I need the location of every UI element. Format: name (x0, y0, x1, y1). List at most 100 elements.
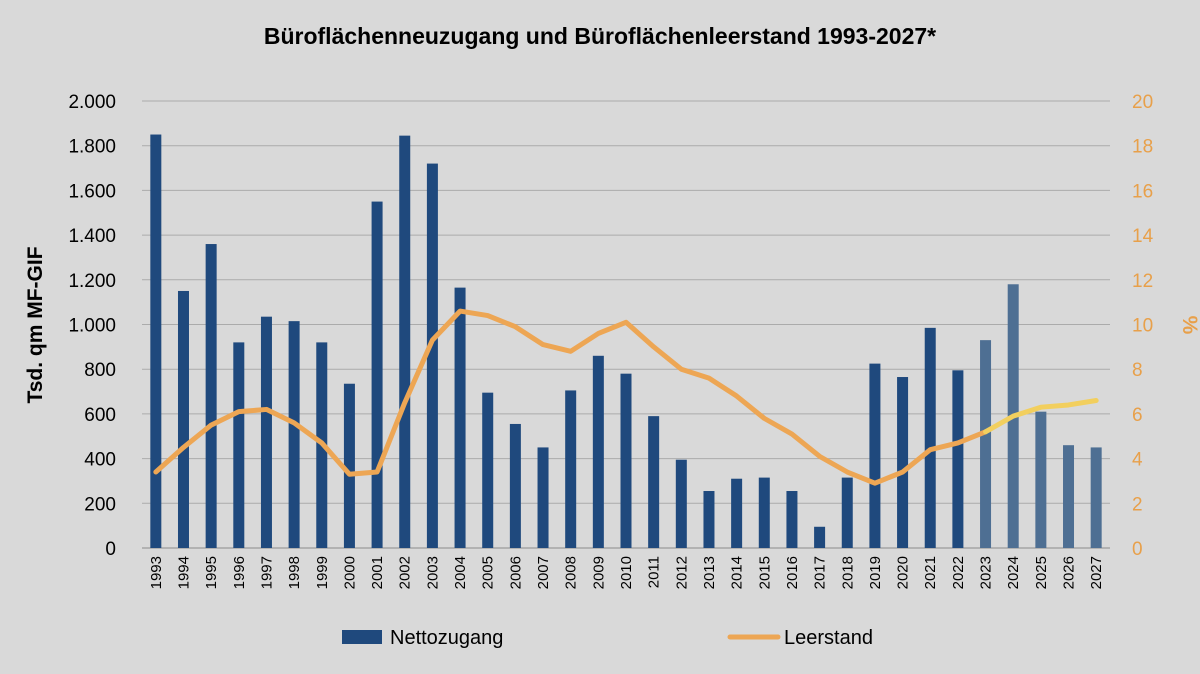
bar (454, 287, 466, 548)
line-series-leerstand (153, 308, 1099, 486)
y2-tick-label: 18 (1132, 137, 1153, 158)
x-tick-label: 2018 (839, 556, 856, 589)
bar (675, 459, 687, 548)
y2-tick-label: 8 (1132, 360, 1143, 381)
left-axis-ticks: 0 200 400 600 800 1.000 1.200 1.400 1.600 1.800 2.… (68, 92, 116, 560)
bar (1063, 445, 1075, 548)
bar (565, 390, 577, 548)
x-tick-label: 1997 (258, 556, 275, 589)
bar (1035, 411, 1047, 548)
x-tick-label: 2019 (867, 556, 884, 589)
x-tick-label: 1996 (231, 556, 248, 589)
y2-tick-label: 10 (1132, 316, 1153, 337)
x-tick-label: 2027 (1088, 556, 1105, 589)
y-tick-label: 1.800 (68, 137, 116, 158)
bar (648, 416, 660, 548)
y2-tick-label: 14 (1132, 226, 1154, 247)
y2-tick-label: 16 (1132, 181, 1153, 202)
bar (620, 373, 632, 548)
x-tick-label: 2015 (756, 556, 773, 589)
bar (426, 163, 438, 548)
y-tick-label: 800 (84, 360, 116, 381)
y2-tick-label: 6 (1132, 405, 1143, 426)
bar (897, 377, 909, 548)
bar (205, 244, 217, 549)
x-tick-label: 2012 (673, 556, 690, 589)
x-tick-label: 2024 (1005, 556, 1022, 589)
x-tick-label: 2005 (480, 556, 497, 589)
bar (731, 478, 743, 548)
y-tick-label: 600 (84, 405, 116, 426)
x-tick-label: 2014 (729, 556, 746, 589)
bar (1090, 447, 1102, 548)
bar (758, 477, 770, 548)
bar (786, 491, 798, 548)
y2-tick-label: 12 (1132, 271, 1153, 292)
bar (869, 363, 881, 548)
x-tick-label: 2022 (950, 556, 967, 589)
x-tick-label: 1995 (203, 556, 220, 589)
x-tick-label: 1993 (148, 556, 165, 589)
y2-axis-title: % (1178, 316, 1200, 335)
bar (592, 355, 604, 548)
y-tick-label: 0 (105, 539, 116, 560)
bar (841, 477, 853, 548)
legend-label-leerstand: Leerstand (784, 627, 873, 649)
right-axis-ticks: 0 2 4 6 8 10 12 14 16 18 20 (1132, 92, 1154, 560)
bar (980, 340, 992, 548)
x-tick-label: 2004 (452, 556, 469, 589)
x-tick-label: 2009 (590, 556, 607, 589)
y2-tick-label: 0 (1132, 539, 1143, 560)
bar (814, 526, 826, 548)
bar (150, 134, 162, 548)
y-axis-title: Tsd. qm MF-GIF (24, 246, 47, 403)
legend-swatch-nettozugang (342, 630, 382, 644)
bar (177, 290, 189, 548)
bar (537, 447, 549, 548)
x-tick-label: 2023 (978, 556, 995, 589)
x-tick-label: 2007 (535, 556, 552, 589)
x-tick-label: 2021 (922, 556, 939, 589)
bar (371, 201, 383, 548)
bar (343, 383, 355, 548)
x-tick-label: 2016 (784, 556, 801, 589)
bar (288, 321, 300, 548)
legend-label-nettozugang: Nettozugang (390, 627, 503, 649)
y-tick-label: 1.400 (68, 226, 116, 247)
x-tick-label: 2020 (895, 556, 912, 589)
x-tick-label: 2002 (397, 556, 414, 589)
x-tick-label: 2001 (369, 556, 386, 589)
y-tick-label: 400 (84, 450, 116, 471)
y2-tick-label: 4 (1132, 450, 1143, 471)
y-tick-label: 2.000 (68, 92, 116, 113)
x-tick-label: 2008 (563, 556, 580, 589)
x-axis-ticks: 1993 1994 1995 1996 1997 1998 1999 2000 2001 2002… (148, 556, 1105, 589)
y-tick-label: 1.200 (68, 271, 116, 292)
bar (260, 316, 272, 548)
bar (233, 342, 245, 548)
bar (952, 370, 964, 548)
x-tick-label: 2013 (701, 556, 718, 589)
x-tick-label: 2006 (507, 556, 524, 589)
chart-title: Büroflächenneuzugang und Büroflächenleer… (264, 23, 936, 49)
x-tick-label: 2003 (424, 556, 441, 589)
x-tick-label: 2000 (341, 556, 358, 589)
bar (703, 491, 715, 548)
bar-series-nettozugang (150, 134, 1102, 549)
x-tick-label: 1999 (314, 556, 331, 589)
bar (482, 392, 494, 548)
y-tick-label: 1.600 (68, 181, 116, 202)
bar (924, 327, 936, 548)
x-tick-label: 1998 (286, 556, 303, 589)
legend: Nettozugang Leerstand (342, 627, 873, 649)
leerstand-line-actual (153, 308, 989, 486)
y2-tick-label: 20 (1132, 92, 1153, 113)
x-tick-label: 2010 (618, 556, 635, 589)
y-tick-label: 1.000 (68, 316, 116, 337)
x-tick-label: 2026 (1061, 556, 1078, 589)
bar (509, 423, 521, 548)
leerstand-line-forecast (983, 397, 1099, 435)
x-tick-label: 2025 (1033, 556, 1050, 589)
